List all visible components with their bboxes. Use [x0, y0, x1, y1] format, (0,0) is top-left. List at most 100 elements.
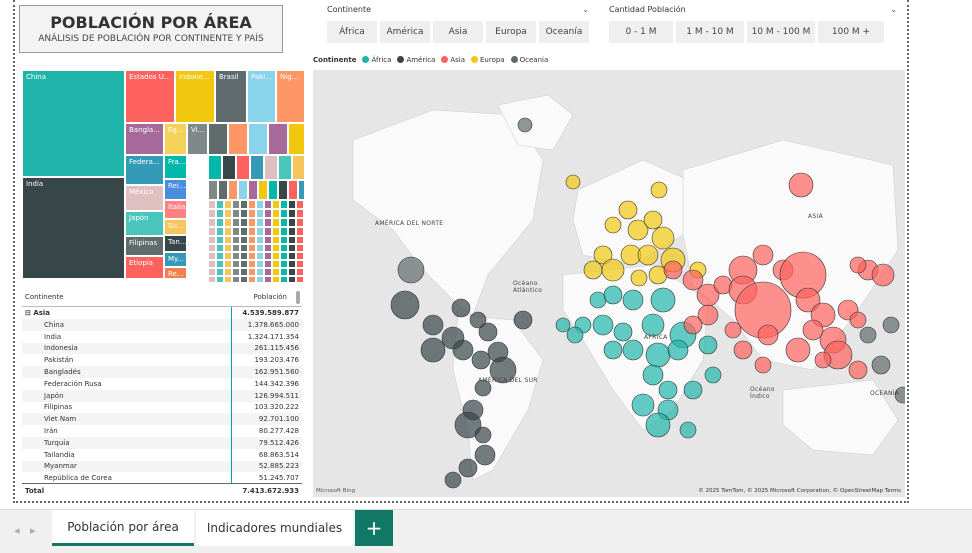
treemap-small-tile[interactable] — [256, 209, 264, 218]
map-bubble[interactable] — [682, 269, 704, 291]
table-row[interactable]: Turquía 79.512.426 — [22, 436, 302, 449]
treemap-small-tile[interactable] — [248, 218, 256, 227]
map-bubble[interactable] — [785, 337, 811, 363]
treemap-small-tile[interactable] — [288, 252, 296, 260]
map-bubble[interactable] — [458, 458, 478, 478]
chevron-down-icon[interactable]: ⌄ — [582, 5, 589, 14]
map-bubble[interactable] — [642, 364, 664, 386]
treemap-small-tile[interactable] — [296, 260, 304, 268]
treemap-small-tile[interactable] — [216, 276, 224, 283]
treemap-tile[interactable]: Fra... — [164, 155, 187, 179]
map-bubble[interactable] — [513, 310, 533, 330]
map-bubble[interactable] — [788, 172, 814, 198]
treemap-small-tile[interactable] — [272, 218, 280, 227]
treemap-tile[interactable]: India — [22, 177, 125, 279]
treemap-tile[interactable]: Japón — [125, 211, 164, 236]
treemap-tile[interactable]: Filipinas — [125, 236, 164, 256]
treemap-small-tile[interactable] — [280, 268, 288, 276]
treemap-small-tile[interactable] — [264, 252, 272, 260]
treemap-small-tile[interactable] — [208, 200, 216, 209]
treemap-small-tile[interactable] — [228, 180, 238, 200]
treemap-small-tile[interactable] — [240, 200, 248, 209]
map-bubble[interactable] — [848, 360, 868, 380]
map-bubble[interactable] — [663, 260, 683, 280]
map-bubble[interactable] — [704, 366, 722, 384]
map-bubble[interactable] — [645, 342, 671, 368]
treemap-tile[interactable]: My... — [164, 252, 187, 267]
treemap-small-tile[interactable] — [280, 260, 288, 268]
treemap-small-tile[interactable] — [208, 180, 218, 200]
slicer-option-oceania[interactable]: Oceanía — [539, 21, 589, 43]
add-page-button[interactable]: + — [355, 510, 393, 546]
treemap-small-tile[interactable] — [208, 276, 216, 283]
table-row[interactable]: Japón 126.994.511 — [22, 389, 302, 402]
treemap-small-tile[interactable] — [268, 180, 278, 200]
collapse-icon[interactable]: ⊟ — [25, 309, 31, 317]
treemap-small-tile[interactable] — [224, 236, 232, 244]
treemap-small-tile[interactable] — [278, 155, 292, 180]
map-bubble[interactable] — [667, 339, 689, 361]
map-bubble[interactable] — [849, 256, 867, 274]
treemap-small-tile[interactable] — [240, 252, 248, 260]
treemap-small-tile[interactable] — [258, 180, 268, 200]
treemap-small-tile[interactable] — [288, 276, 296, 283]
treemap-tile[interactable]: Tan... — [164, 235, 187, 252]
treemap-small-tile[interactable] — [232, 218, 240, 227]
treemap-small-tile[interactable] — [272, 276, 280, 283]
treemap-small-tile[interactable] — [288, 268, 296, 276]
treemap-tile[interactable]: Etiopía — [125, 256, 164, 279]
map-bubble[interactable] — [871, 263, 895, 287]
map-bubble[interactable] — [650, 181, 668, 199]
map-bubble[interactable] — [849, 311, 867, 329]
table-row[interactable]: Viet Nam 92.701.100 — [22, 413, 302, 426]
treemap-small-tile[interactable] — [272, 227, 280, 236]
treemap-small-tile[interactable] — [208, 268, 216, 276]
treemap-small-tile[interactable] — [240, 268, 248, 276]
treemap-small-tile[interactable] — [288, 236, 296, 244]
treemap-small-tile[interactable] — [280, 252, 288, 260]
treemap-small-tile[interactable] — [224, 227, 232, 236]
map-bubble[interactable] — [583, 260, 603, 280]
treemap-small-tile[interactable] — [240, 209, 248, 218]
legend-item[interactable]: Europa — [471, 56, 505, 64]
slicer-option-europa[interactable]: Europa — [486, 21, 536, 43]
population-treemap[interactable]: China India Estados U... Indone... Brasil Pak… — [22, 70, 306, 283]
treemap-small-tile[interactable] — [208, 236, 216, 244]
table-row[interactable]: Tailandia 68.863.514 — [22, 449, 302, 461]
treemap-small-tile[interactable] — [264, 218, 272, 227]
treemap-small-tile[interactable] — [288, 244, 296, 252]
map-bubble[interactable] — [698, 335, 718, 355]
treemap-small-tile[interactable] — [280, 209, 288, 218]
map-bubble[interactable] — [683, 315, 703, 335]
map-bubble[interactable] — [630, 269, 648, 287]
treemap-small-tile[interactable] — [232, 244, 240, 252]
slicer-option-africa[interactable]: África — [327, 21, 377, 43]
treemap-small-tile[interactable] — [280, 200, 288, 209]
table-row[interactable]: Filipinas 103.320.222 — [22, 402, 302, 414]
treemap-small-tile[interactable] — [264, 155, 278, 180]
treemap-small-tile[interactable] — [240, 260, 248, 268]
treemap-small-tile[interactable] — [278, 180, 288, 200]
map-bubble[interactable] — [650, 287, 676, 313]
treemap-small-tile[interactable] — [240, 276, 248, 283]
map-bubble[interactable] — [859, 326, 877, 344]
map-bubble[interactable] — [651, 226, 675, 250]
map-bubble[interactable] — [601, 258, 625, 282]
tab-nav-arrows[interactable]: ◂ ▸ — [14, 524, 36, 537]
treemap-small-tile[interactable] — [298, 180, 305, 200]
map-bubble[interactable] — [478, 322, 498, 342]
treemap-small-tile[interactable] — [208, 209, 216, 218]
table-group-row[interactable]: ⊟ Asia 4.539.589.877 — [22, 307, 302, 319]
treemap-small-tile[interactable] — [208, 218, 216, 227]
map-bubble[interactable] — [754, 356, 772, 374]
treemap-small-tile[interactable] — [216, 260, 224, 268]
treemap-tile[interactable]: Rei... — [164, 179, 187, 200]
treemap-small-tile[interactable] — [264, 244, 272, 252]
treemap-tile[interactable]: Federa... — [125, 155, 164, 185]
treemap-small-tile[interactable] — [216, 268, 224, 276]
map-bubble[interactable] — [451, 298, 471, 318]
tab-indicadores-mundiales[interactable]: Indicadores mundiales — [196, 510, 353, 546]
map-bubble[interactable] — [871, 355, 891, 375]
map-bubble[interactable] — [489, 356, 517, 384]
treemap-small-tile[interactable] — [232, 276, 240, 283]
